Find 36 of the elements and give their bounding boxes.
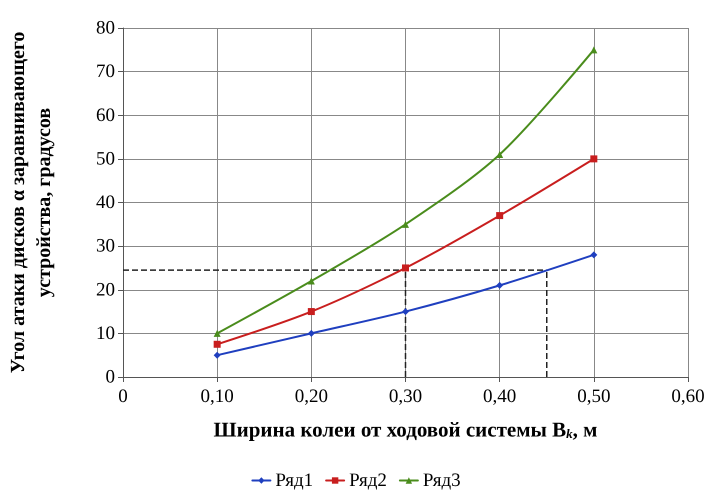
- point: [402, 264, 409, 272]
- y-tick-label: 0: [106, 366, 115, 388]
- y-axis-title: Угол атаки дисков α заравнивающего устройства, градусов: [7, 32, 55, 374]
- y-tick-label: 70: [96, 61, 115, 82]
- x-tick-label: 0,60: [671, 386, 705, 407]
- x-tick-label: 0,30: [388, 386, 422, 407]
- x-tick-label: 0,40: [483, 386, 516, 407]
- y-tick-label: 50: [96, 148, 115, 170]
- point: [402, 308, 409, 316]
- y-tick-label: 10: [96, 322, 115, 344]
- x-axis-title: Ширина колеи от ходовой системы Bk, м: [214, 418, 598, 442]
- y-tick-label: 80: [96, 18, 115, 38]
- x-tick-label: 0,50: [577, 386, 610, 407]
- point: [214, 340, 221, 348]
- point: [496, 282, 504, 289]
- x-tick-label: 0,10: [200, 386, 234, 407]
- point: [402, 220, 409, 228]
- legend-label: Ряд2: [349, 470, 387, 491]
- point: [590, 155, 598, 162]
- y-tick-label: 60: [96, 104, 115, 126]
- point: [590, 251, 598, 258]
- y-tick-label: 20: [96, 279, 115, 300]
- x-tick-label: 0: [118, 386, 128, 407]
- x-tick-label: 0,20: [294, 386, 328, 407]
- legend-label: Ряд1: [275, 470, 314, 491]
- point: [214, 330, 221, 337]
- point: [308, 308, 315, 316]
- point: [496, 212, 504, 220]
- point: [214, 352, 221, 359]
- point: [496, 151, 504, 158]
- y-tick-label: 40: [96, 192, 115, 213]
- y-tick-label: 30: [96, 236, 115, 257]
- legend-label: Ряд3: [422, 470, 461, 491]
- point: [308, 330, 315, 337]
- point: [308, 278, 315, 285]
- point: [590, 46, 598, 54]
